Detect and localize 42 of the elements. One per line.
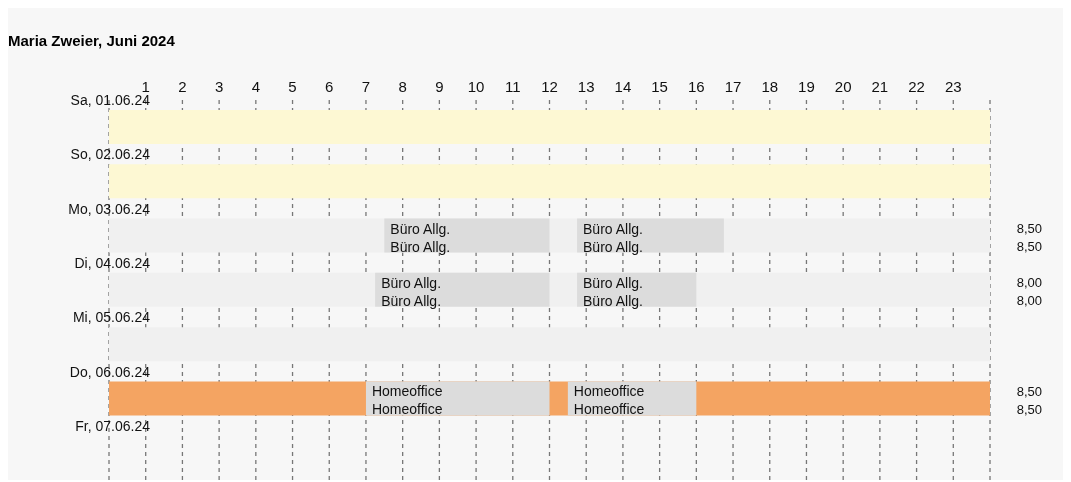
- x-tick-label: 20: [834, 78, 852, 95]
- x-tick-label: 23: [944, 78, 962, 95]
- data-label: Büro Allg. Büro Allg.: [390, 220, 451, 255]
- x-tick-label: 2: [178, 78, 187, 95]
- y-tick-label: Do, 06.06.24: [69, 363, 151, 380]
- total-label: 8,50 8,50: [1016, 383, 1042, 417]
- x-tick-label: 6: [325, 78, 334, 95]
- x-tick-label: 14: [614, 78, 632, 95]
- bar: [109, 110, 990, 144]
- data-label: Büro Allg. Büro Allg.: [583, 274, 643, 309]
- x-tick-label: 18: [761, 78, 779, 95]
- x-tick-label: 3: [214, 78, 224, 95]
- x-tick-label: 8: [398, 78, 407, 95]
- y-tick-label: Fr, 07.06.24: [75, 417, 151, 434]
- x-tick-label: 21: [871, 78, 889, 95]
- x-tick-label: 22: [908, 78, 925, 95]
- x-tick-label: 15: [651, 78, 668, 95]
- x-tick-label: 19: [798, 78, 815, 95]
- x-tick-label: 11: [505, 78, 521, 95]
- data-label: Homeoffice Homeoffice: [371, 383, 443, 418]
- data-label: Büro Allg. Büro Allg.: [583, 220, 643, 255]
- y-tick-label: Mi, 05.06.24: [72, 309, 151, 326]
- x-tick-label: 13: [577, 78, 595, 95]
- y-tick-label: Di, 04.06.24: [74, 255, 151, 271]
- chart-title: Maria Zweier, Juni 2024: [8, 32, 176, 51]
- x-tick-label: 16: [687, 78, 705, 95]
- x-tick-label: 17: [724, 78, 742, 95]
- x-tick-label: 10: [467, 78, 485, 95]
- total-label: 8,50 8,50: [1016, 220, 1042, 254]
- data-label: Homeoffice Homeoffice: [573, 383, 645, 418]
- y-tick-label: So, 02.06.24: [70, 146, 151, 163]
- x-tick-label: 7: [361, 78, 371, 95]
- y-tick-label: Sa, 01.06.24: [70, 92, 151, 109]
- y-tick-label: Mo, 03.06.24: [68, 200, 151, 217]
- bar: [109, 164, 990, 199]
- data-label: Büro Allg. Büro Allg.: [381, 274, 442, 309]
- x-tick-label: 12: [541, 78, 558, 95]
- total-label: 8,00 8,00: [1016, 275, 1042, 308]
- x-tick-label: 4: [251, 78, 261, 95]
- x-tick-label: 5: [288, 78, 297, 95]
- x-tick-label: 1: [141, 78, 150, 95]
- x-tick-label: 9: [435, 78, 444, 95]
